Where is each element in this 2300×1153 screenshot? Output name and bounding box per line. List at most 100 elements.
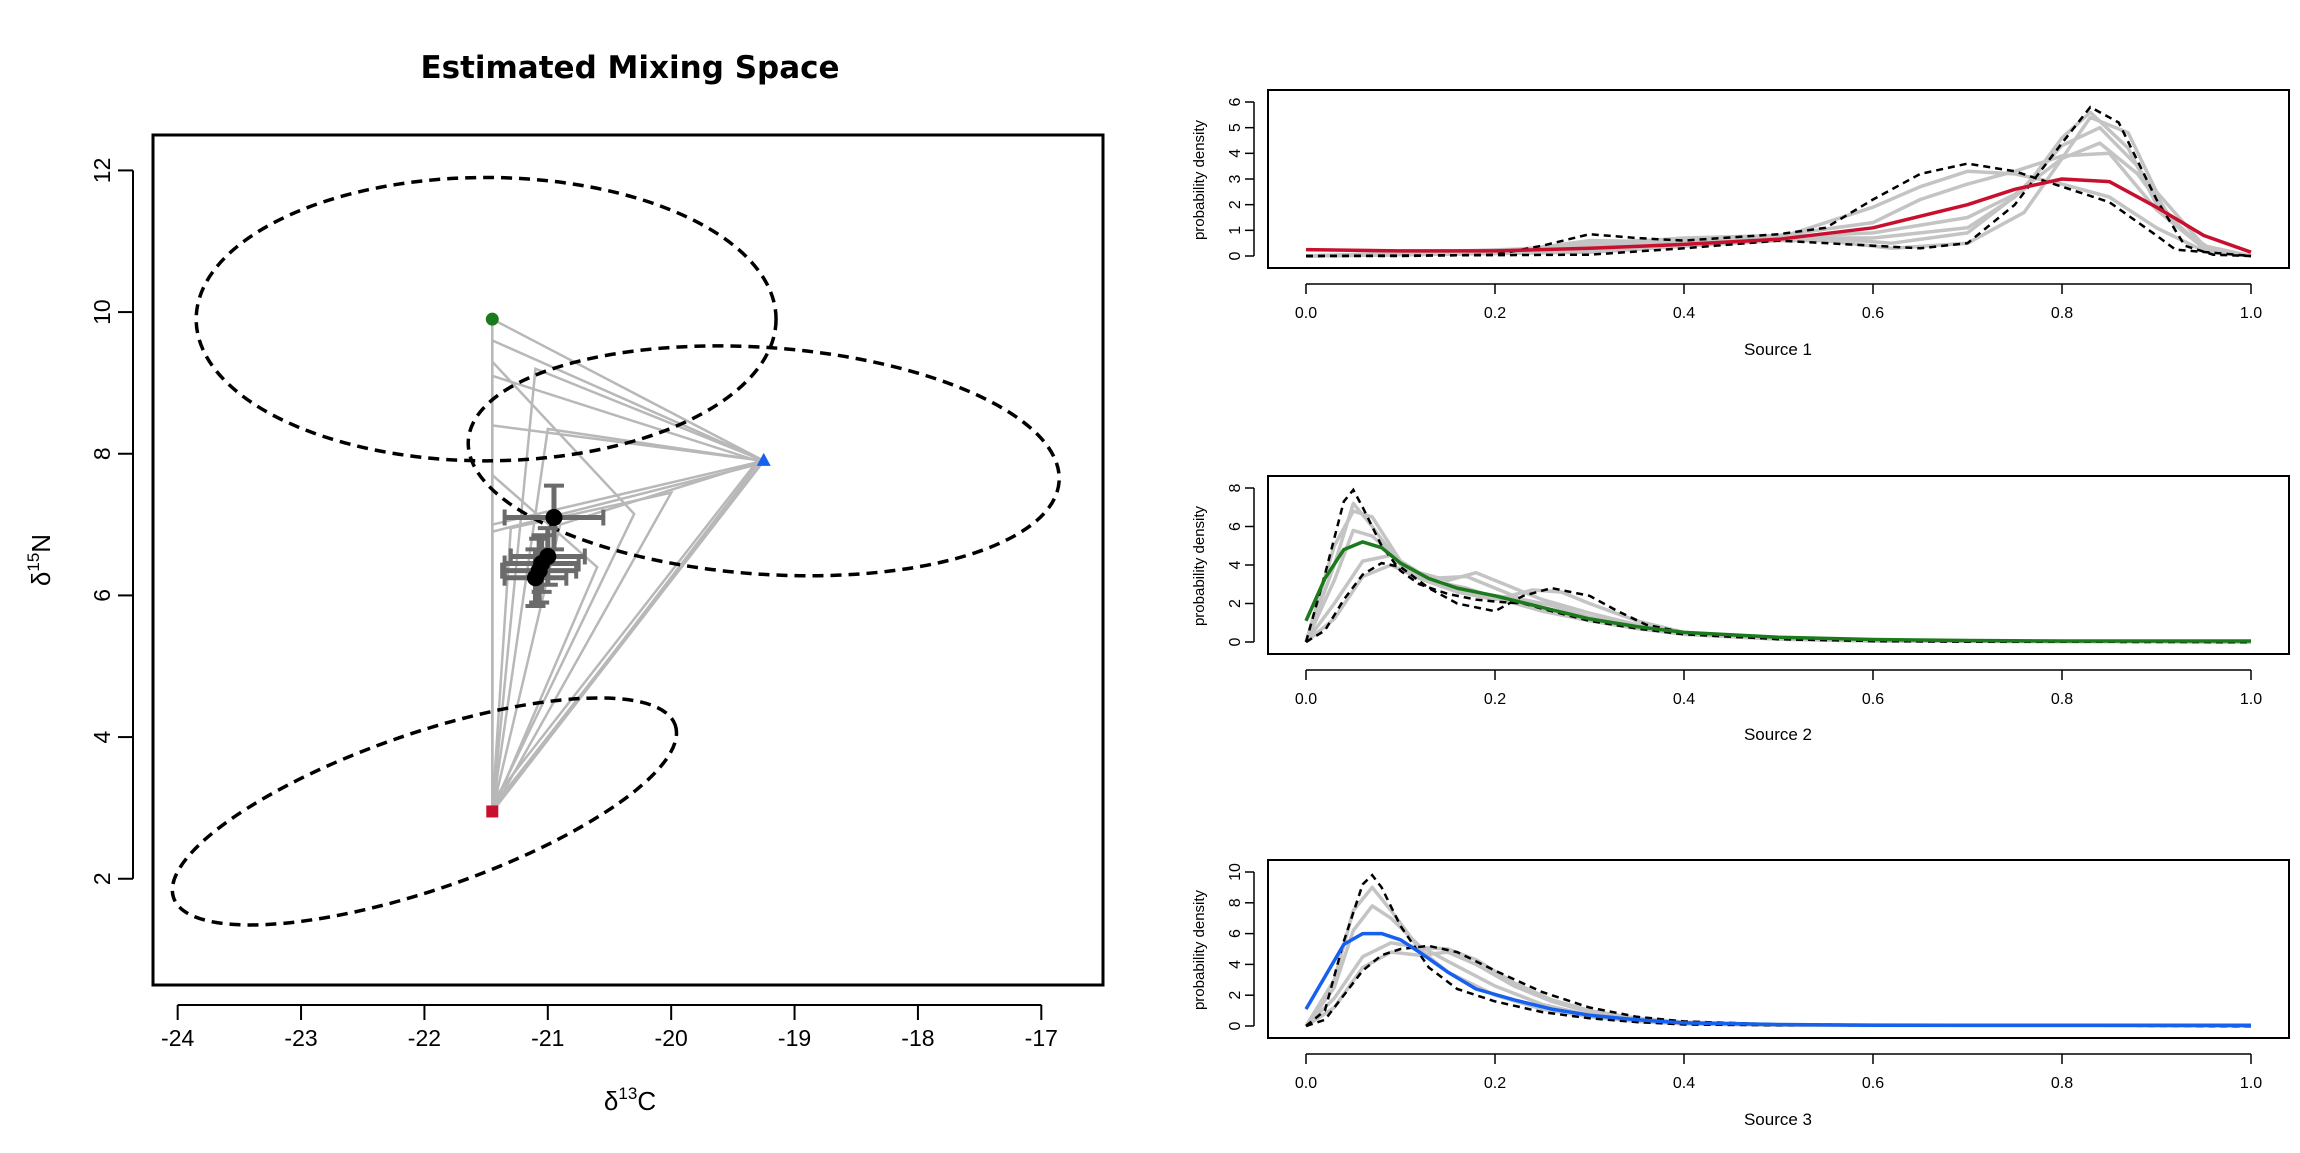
source-1-density-panel: 0.0 0.2 0.4 0.6 0.8 1.0 0 1 2 3 4 5 6 Source 1 proba… <box>1191 89 2290 359</box>
x-tick-label: 0.2 <box>1484 691 1506 708</box>
y-axis-label: δ15N <box>24 534 56 586</box>
posterior-sample-curve-1 <box>1304 885 2252 1028</box>
source-2-plot-frame <box>1267 475 2290 655</box>
x-tick-label: 0.8 <box>2051 691 2073 708</box>
posterior-sample-curve-4 <box>1305 151 2252 258</box>
chart-title: Estimated Mixing Space <box>420 50 839 86</box>
bound-curve-2 <box>1305 561 2252 644</box>
y-tick-label: 8 <box>1227 483 1244 492</box>
mixing-space-data <box>170 175 1061 927</box>
source-2-axes: 0.0 0.2 0.4 0.6 0.8 1.0 0 2 4 6 8 <box>1227 483 2262 708</box>
mixing-polygon-12 <box>491 490 674 813</box>
y-tick-label: 8 <box>89 447 115 460</box>
x-tick-label: 0.6 <box>1862 305 1884 322</box>
y-tick-label: 2 <box>89 872 115 885</box>
source-3-x-label: Source 3 <box>1744 1110 1812 1129</box>
plot-frame <box>151 133 1105 987</box>
x-tick-label: 1.0 <box>2240 1075 2262 1092</box>
y-tick-label: 6 <box>89 589 115 602</box>
source-1-axes: 0.0 0.2 0.4 0.6 0.8 1.0 0 1 2 3 4 5 6 <box>1227 97 2262 322</box>
x-tick-label: 1.0 <box>2240 691 2262 708</box>
source-ellipse-1 <box>170 696 679 927</box>
posterior-sample-curve-3 <box>1304 553 2252 644</box>
x-axis-label: δ13C <box>604 1084 656 1116</box>
source-1-plot-frame <box>1267 89 2290 269</box>
x-tick-label: 0.6 <box>1862 691 1884 708</box>
posterior-sample-curve-2 <box>1304 904 2252 1028</box>
bound-curve-2 <box>1305 105 2252 258</box>
x-tick-label: -21 <box>531 1025 564 1051</box>
posterior-sample-curve-3 <box>1305 169 2252 258</box>
source-3-marker <box>756 452 771 466</box>
x-tick-label: 0.6 <box>1862 1075 1884 1092</box>
y-tick-label: 10 <box>89 299 115 325</box>
y-tick-label: 2 <box>1227 991 1244 1000</box>
y-tick-label: 4 <box>89 730 115 743</box>
posterior-sample-curve-5 <box>1304 509 2252 644</box>
y-tick-label: 1 <box>1227 226 1244 235</box>
median-density-curve <box>1304 540 2251 643</box>
y-tick-label: 6 <box>1227 522 1244 531</box>
median-density-curve <box>1304 931 2251 1027</box>
source-1-density-curves <box>1305 105 2252 258</box>
x-tick-label: -23 <box>284 1025 317 1051</box>
mixture-point-1 <box>545 509 563 526</box>
bound-curve-2 <box>1305 944 2252 1028</box>
y-tick-label: 8 <box>1227 898 1244 907</box>
x-tick-label: 1.0 <box>2240 305 2262 322</box>
mixing-polygon-9 <box>491 458 768 813</box>
mixture-point-5 <box>526 569 544 587</box>
y-tick-label: 4 <box>1227 560 1244 569</box>
source-1-x-label: Source 1 <box>1744 340 1812 359</box>
x-tick-label: 0.8 <box>2051 305 2073 322</box>
x-tick-label: -19 <box>778 1025 811 1051</box>
source-2-marker <box>485 312 499 326</box>
mixing-space-axes: -24 -23 -22 -21 -20 -19 -18 -17 2 4 6 8 10 12 <box>89 158 1058 1051</box>
y-tick-label: 4 <box>1227 149 1244 158</box>
source-2-density-panel: 0.0 0.2 0.4 0.6 0.8 1.0 0 2 4 6 8 Source 2 probabi… <box>1191 475 2290 744</box>
x-tick-label: -17 <box>1025 1025 1058 1051</box>
y-tick-label: 12 <box>89 158 115 184</box>
mixing-space-panel: Estimated Mixing Space -24 -23 -22 -21 -20 -1… <box>24 50 1105 1116</box>
bound-curve-1 <box>1306 162 2252 258</box>
y-tick-label: 4 <box>1227 960 1244 969</box>
x-tick-label: 0.0 <box>1295 1075 1317 1092</box>
x-tick-label: 0.4 <box>1673 691 1695 708</box>
x-tick-label: -18 <box>901 1025 934 1051</box>
bound-curve-1 <box>1304 487 2252 644</box>
y-tick-label: 0 <box>1227 637 1244 646</box>
y-tick-label: 6 <box>1227 97 1244 106</box>
source-3-density-curves <box>1304 873 2252 1028</box>
x-tick-label: 0.2 <box>1484 305 1506 322</box>
x-tick-label: -24 <box>161 1025 194 1051</box>
posterior-sample-curve-3 <box>1304 941 2252 1028</box>
y-tick-label: 2 <box>1227 200 1244 209</box>
source-1-marker <box>486 805 499 818</box>
mixing-polygon-4 <box>491 423 767 816</box>
x-tick-label: -22 <box>408 1025 441 1051</box>
posterior-sample-curve-1 <box>1304 501 2252 644</box>
source-1-y-label: probability density <box>1191 119 1208 240</box>
x-tick-label: 0.0 <box>1295 691 1317 708</box>
y-tick-label: 10 <box>1227 863 1244 881</box>
source-3-density-panel: 0.0 0.2 0.4 0.6 0.8 1.0 0 2 4 6 8 10 Source 3 proba… <box>1191 859 2290 1129</box>
source-ellipse-2 <box>194 175 778 463</box>
x-tick-label: 0.0 <box>1295 305 1317 322</box>
x-tick-label: 0.2 <box>1484 1075 1506 1092</box>
median-density-curve <box>1305 177 2252 254</box>
source-2-density-curves <box>1304 487 2252 644</box>
source-3-axes: 0.0 0.2 0.4 0.6 0.8 1.0 0 2 4 6 8 10 <box>1227 863 2262 1092</box>
y-tick-label: 5 <box>1227 123 1244 132</box>
source-ellipse-3 <box>466 344 1061 578</box>
y-tick-label: 0 <box>1227 1021 1244 1030</box>
source-2-y-label: probability density <box>1191 505 1208 626</box>
y-tick-label: 2 <box>1227 599 1244 608</box>
bound-curve-1 <box>1305 873 2252 1028</box>
y-tick-label: 3 <box>1227 174 1244 183</box>
x-tick-label: 0.8 <box>2051 1075 2073 1092</box>
y-tick-label: 0 <box>1227 251 1244 260</box>
x-tick-label: 0.4 <box>1673 1075 1695 1092</box>
x-tick-label: 0.4 <box>1673 305 1695 322</box>
source-2-x-label: Source 2 <box>1744 725 1812 744</box>
